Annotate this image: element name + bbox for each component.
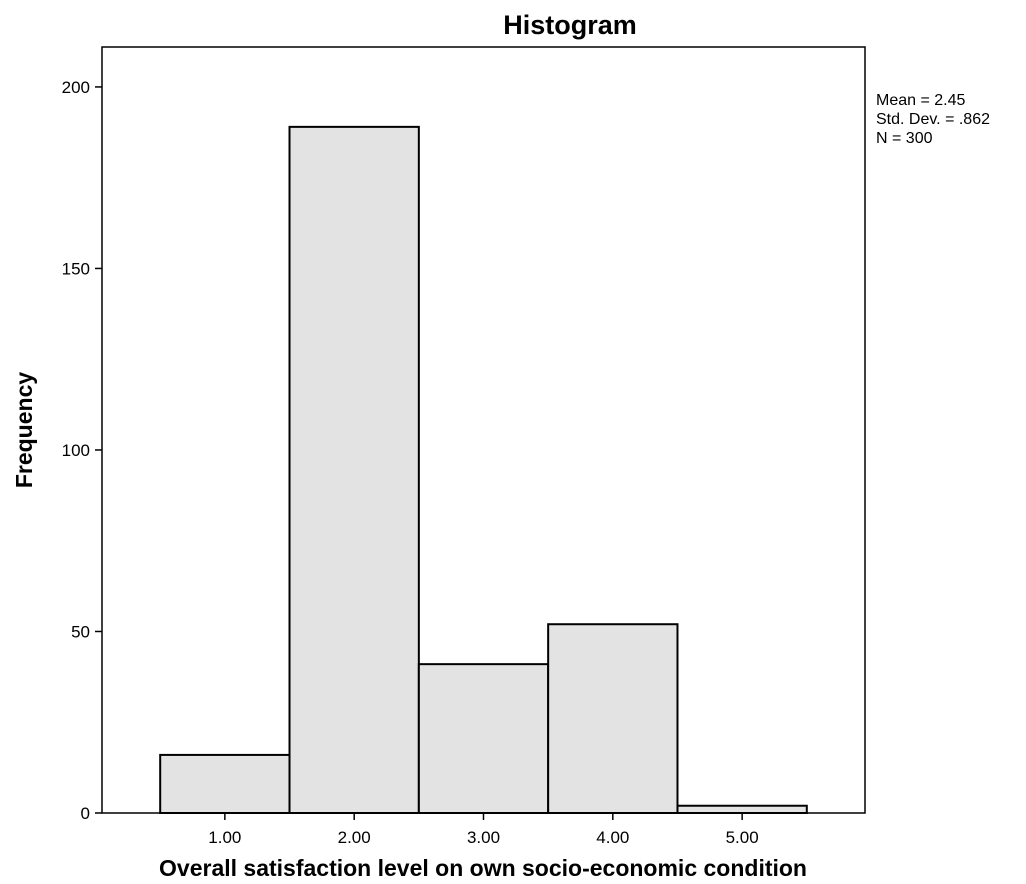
y-tick-label: 100 (62, 441, 90, 460)
bar-3.00 (417, 663, 550, 814)
stats-mean: Mean = 2.45 (876, 92, 966, 109)
chart-title: Histogram (503, 10, 637, 40)
x-tick-label: 3.00 (467, 828, 500, 847)
y-tick-label: 50 (71, 622, 90, 641)
x-tick-label: 2.00 (338, 828, 371, 847)
stats-box: Mean = 2.45 Std. Dev. = .862 N = 300 (876, 92, 990, 147)
x-tick-label: 5.00 (726, 828, 759, 847)
y-axis: 0 50 100 150 200 (62, 78, 102, 823)
x-axis: 1.00 2.00 3.00 4.00 5.00 (208, 813, 759, 847)
stats-n: N = 300 (876, 130, 933, 147)
stats-std-dev: Std. Dev. = .862 (876, 111, 990, 128)
x-tick-label: 4.00 (596, 828, 629, 847)
bar-4.00 (547, 623, 679, 815)
y-tick-label: 0 (81, 804, 90, 823)
x-axis-label: Overall satisfaction level on own socio-… (159, 855, 807, 881)
bars-group (159, 125, 808, 815)
y-tick-label: 150 (62, 259, 90, 278)
bar-1.00 (159, 753, 291, 814)
bar-2.00 (288, 125, 420, 814)
bar-5.00 (676, 804, 808, 814)
x-tick-label: 1.00 (208, 828, 241, 847)
y-tick-label: 200 (62, 78, 90, 97)
y-axis-label: Frequency (11, 372, 37, 489)
